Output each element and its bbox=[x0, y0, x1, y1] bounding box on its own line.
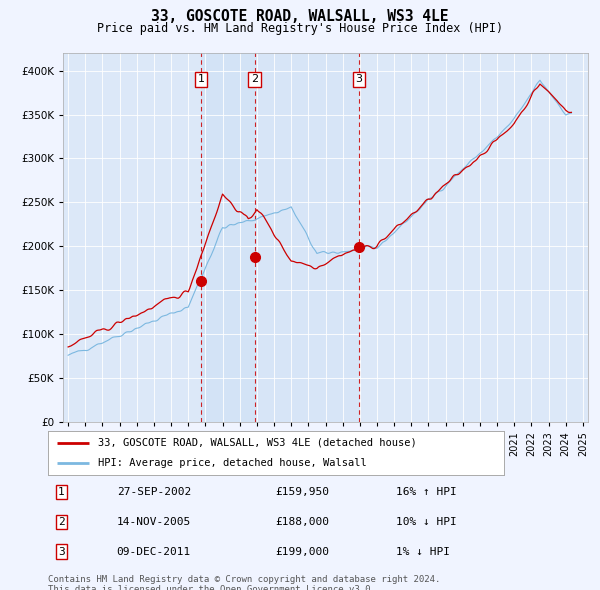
Text: 16% ↑ HPI: 16% ↑ HPI bbox=[397, 487, 457, 497]
Text: HPI: Average price, detached house, Walsall: HPI: Average price, detached house, Wals… bbox=[98, 458, 367, 468]
Text: 3: 3 bbox=[355, 74, 362, 84]
Text: £188,000: £188,000 bbox=[275, 517, 329, 527]
Text: 1: 1 bbox=[58, 487, 65, 497]
Text: 1: 1 bbox=[197, 74, 205, 84]
Text: 1% ↓ HPI: 1% ↓ HPI bbox=[397, 547, 451, 557]
Text: Contains HM Land Registry data © Crown copyright and database right 2024.
This d: Contains HM Land Registry data © Crown c… bbox=[48, 575, 440, 590]
Text: 3: 3 bbox=[58, 547, 65, 557]
Text: 10% ↓ HPI: 10% ↓ HPI bbox=[397, 517, 457, 527]
Bar bbox=[201, 53, 254, 422]
Text: 14-NOV-2005: 14-NOV-2005 bbox=[116, 517, 191, 527]
Text: 09-DEC-2011: 09-DEC-2011 bbox=[116, 547, 191, 557]
Text: Price paid vs. HM Land Registry's House Price Index (HPI): Price paid vs. HM Land Registry's House … bbox=[97, 22, 503, 35]
Text: £199,000: £199,000 bbox=[275, 547, 329, 557]
Text: £159,950: £159,950 bbox=[275, 487, 329, 497]
Bar bbox=[254, 53, 359, 422]
Text: 2: 2 bbox=[58, 517, 65, 527]
Text: 2: 2 bbox=[251, 74, 258, 84]
Text: 27-SEP-2002: 27-SEP-2002 bbox=[116, 487, 191, 497]
Text: 33, GOSCOTE ROAD, WALSALL, WS3 4LE: 33, GOSCOTE ROAD, WALSALL, WS3 4LE bbox=[151, 9, 449, 24]
Text: 33, GOSCOTE ROAD, WALSALL, WS3 4LE (detached house): 33, GOSCOTE ROAD, WALSALL, WS3 4LE (deta… bbox=[98, 438, 417, 448]
